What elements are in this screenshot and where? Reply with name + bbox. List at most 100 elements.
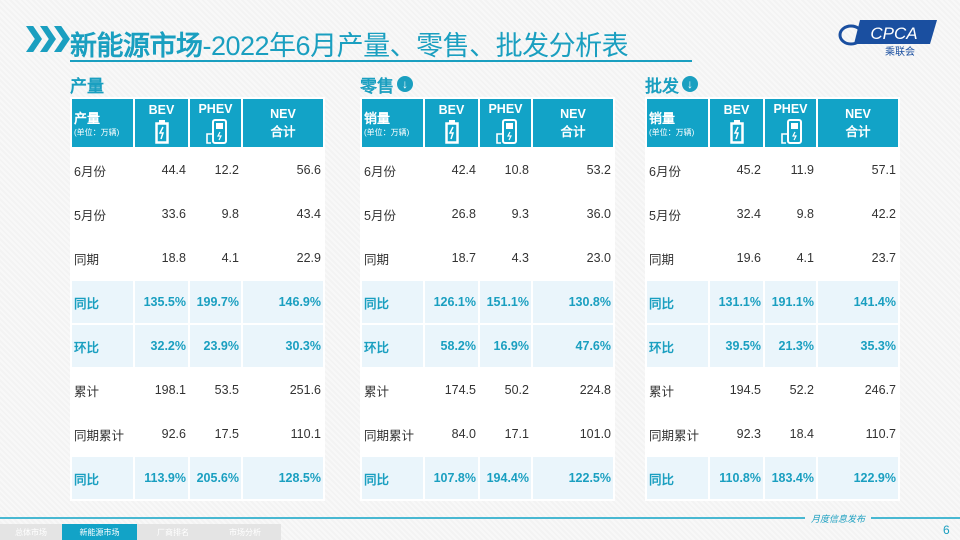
footer-tab[interactable]: 总体市场 xyxy=(0,524,62,540)
cell-value: 47.6% xyxy=(531,323,615,369)
cell-value: 39.5% xyxy=(708,323,765,369)
chevron-icon xyxy=(26,26,70,52)
header-row: 销量 (单位：万辆) BEV PHEV NEV 合计 xyxy=(360,97,615,149)
footer-tab[interactable]: 市场分析 xyxy=(209,524,281,540)
footer-tab[interactable]: 新能源市场 xyxy=(62,524,137,540)
header-row: 销量 (单位：万辆) BEV PHEV NEV 合计 xyxy=(645,97,900,149)
cell-value: 44.4 xyxy=(133,147,190,193)
cell-value: 52.2 xyxy=(763,367,818,413)
footer-tab[interactable]: 厂商排名 xyxy=(137,524,209,540)
row-name: 同期 xyxy=(70,235,135,281)
cell-value: 84.0 xyxy=(423,411,480,457)
row-name: 累计 xyxy=(360,367,425,413)
table-row: 同比 113.9% 205.6% 128.5% xyxy=(70,455,325,501)
svg-text:CPCA: CPCA xyxy=(870,24,917,43)
cell-value: 191.1% xyxy=(763,279,818,325)
table-row: 6月份 44.4 12.2 56.6 xyxy=(70,147,325,193)
table-row: 累计 194.5 52.2 246.7 xyxy=(645,367,900,413)
unit-label: (单位：万辆) xyxy=(74,128,120,137)
arrow-down-icon: ↓ xyxy=(397,76,413,92)
cell-value: 12.2 xyxy=(188,147,243,193)
cell-value: 56.6 xyxy=(241,147,325,193)
nev-total-header: 合计 xyxy=(270,124,296,139)
cell-value: 32.2% xyxy=(133,323,190,369)
cell-value: 224.8 xyxy=(531,367,615,413)
title-underline xyxy=(70,60,692,62)
table-row: 环比 58.2% 16.9% 47.6% xyxy=(360,323,615,369)
section-2: 批发 ↓ 销量 (单位：万辆) BEV PHEV NEV 合计 6月份 45.2 11.9 5… xyxy=(645,72,900,501)
cell-value: 9.8 xyxy=(188,191,243,237)
row-name: 环比 xyxy=(360,323,425,369)
row-name: 同比 xyxy=(70,279,135,325)
row-name: 同期累计 xyxy=(645,411,710,457)
cell-value: 32.4 xyxy=(708,191,765,237)
cell-value: 146.9% xyxy=(241,279,325,325)
page-title: 新能源市场-2022年6月产量、零售、批发分析表 xyxy=(70,31,629,61)
footer-line xyxy=(0,517,960,519)
cell-value: 18.4 xyxy=(763,411,818,457)
bev-header: BEV xyxy=(148,102,175,117)
table-row: 同期 18.7 4.3 23.0 xyxy=(360,235,615,281)
row-name: 6月份 xyxy=(645,147,710,193)
data-table: 产量 (单位：万辆) BEV PHEV NEV 合计 6月份 44.4 12.2 56.6 5… xyxy=(70,97,325,501)
nev-header: NEV xyxy=(560,106,586,121)
table-row: 同期累计 92.6 17.5 110.1 xyxy=(70,411,325,457)
row-label-header: 销量 xyxy=(649,111,676,126)
cell-value: 18.7 xyxy=(423,235,480,281)
cell-value: 110.8% xyxy=(708,455,765,501)
cell-value: 194.4% xyxy=(478,455,533,501)
table-row: 同期 19.6 4.1 23.7 xyxy=(645,235,900,281)
cell-value: 92.6 xyxy=(133,411,190,457)
section-1: 零售 ↓ 销量 (单位：万辆) BEV PHEV NEV 合计 6月份 42.4 10.8 5… xyxy=(360,72,615,501)
cell-value: 198.1 xyxy=(133,367,190,413)
row-name: 同比 xyxy=(360,455,425,501)
table-row: 同期累计 84.0 17.1 101.0 xyxy=(360,411,615,457)
row-name: 环比 xyxy=(70,323,135,369)
table-row: 6月份 45.2 11.9 57.1 xyxy=(645,147,900,193)
cell-value: 23.9% xyxy=(188,323,243,369)
table-row: 环比 39.5% 21.3% 35.3% xyxy=(645,323,900,369)
table-row: 同期 18.8 4.1 22.9 xyxy=(70,235,325,281)
cell-value: 42.4 xyxy=(423,147,480,193)
phev-header: PHEV xyxy=(773,101,808,116)
row-name: 同期累计 xyxy=(70,411,135,457)
cell-value: 107.8% xyxy=(423,455,480,501)
row-name: 同期 xyxy=(360,235,425,281)
cell-value: 26.8 xyxy=(423,191,480,237)
row-name: 同期 xyxy=(645,235,710,281)
nev-header: NEV xyxy=(845,106,871,121)
cell-value: 4.3 xyxy=(478,235,533,281)
row-name: 5月份 xyxy=(70,191,135,237)
cell-value: 53.2 xyxy=(531,147,615,193)
cell-value: 126.1% xyxy=(423,279,480,325)
table-row: 同期累计 92.3 18.4 110.7 xyxy=(645,411,900,457)
section-title: 批发 xyxy=(645,76,679,96)
cell-value: 128.5% xyxy=(241,455,325,501)
cell-value: 194.5 xyxy=(708,367,765,413)
nev-header: NEV xyxy=(270,106,296,121)
monthly-release-label: 月度信息发布 xyxy=(805,512,872,525)
table-row: 同比 110.8% 183.4% 122.9% xyxy=(645,455,900,501)
cell-value: 199.7% xyxy=(188,279,243,325)
cell-value: 11.9 xyxy=(763,147,818,193)
section-title: 产量 xyxy=(70,76,104,96)
cell-value: 174.5 xyxy=(423,367,480,413)
cell-value: 4.1 xyxy=(188,235,243,281)
table-row: 6月份 42.4 10.8 53.2 xyxy=(360,147,615,193)
cell-value: 135.5% xyxy=(133,279,190,325)
cell-value: 23.7 xyxy=(816,235,900,281)
cell-value: 58.2% xyxy=(423,323,480,369)
table-row: 同比 135.5% 199.7% 146.9% xyxy=(70,279,325,325)
table-row: 5月份 26.8 9.3 36.0 xyxy=(360,191,615,237)
cell-value: 57.1 xyxy=(816,147,900,193)
cell-value: 36.0 xyxy=(531,191,615,237)
cell-value: 9.3 xyxy=(478,191,533,237)
nev-total-header: 合计 xyxy=(845,124,871,139)
cell-value: 53.5 xyxy=(188,367,243,413)
table-row: 5月份 33.6 9.8 43.4 xyxy=(70,191,325,237)
cell-value: 122.5% xyxy=(531,455,615,501)
header-row: 产量 (单位：万辆) BEV PHEV NEV 合计 xyxy=(70,97,325,149)
unit-label: (单位：万辆) xyxy=(364,128,410,137)
cell-value: 9.8 xyxy=(763,191,818,237)
row-name: 环比 xyxy=(645,323,710,369)
